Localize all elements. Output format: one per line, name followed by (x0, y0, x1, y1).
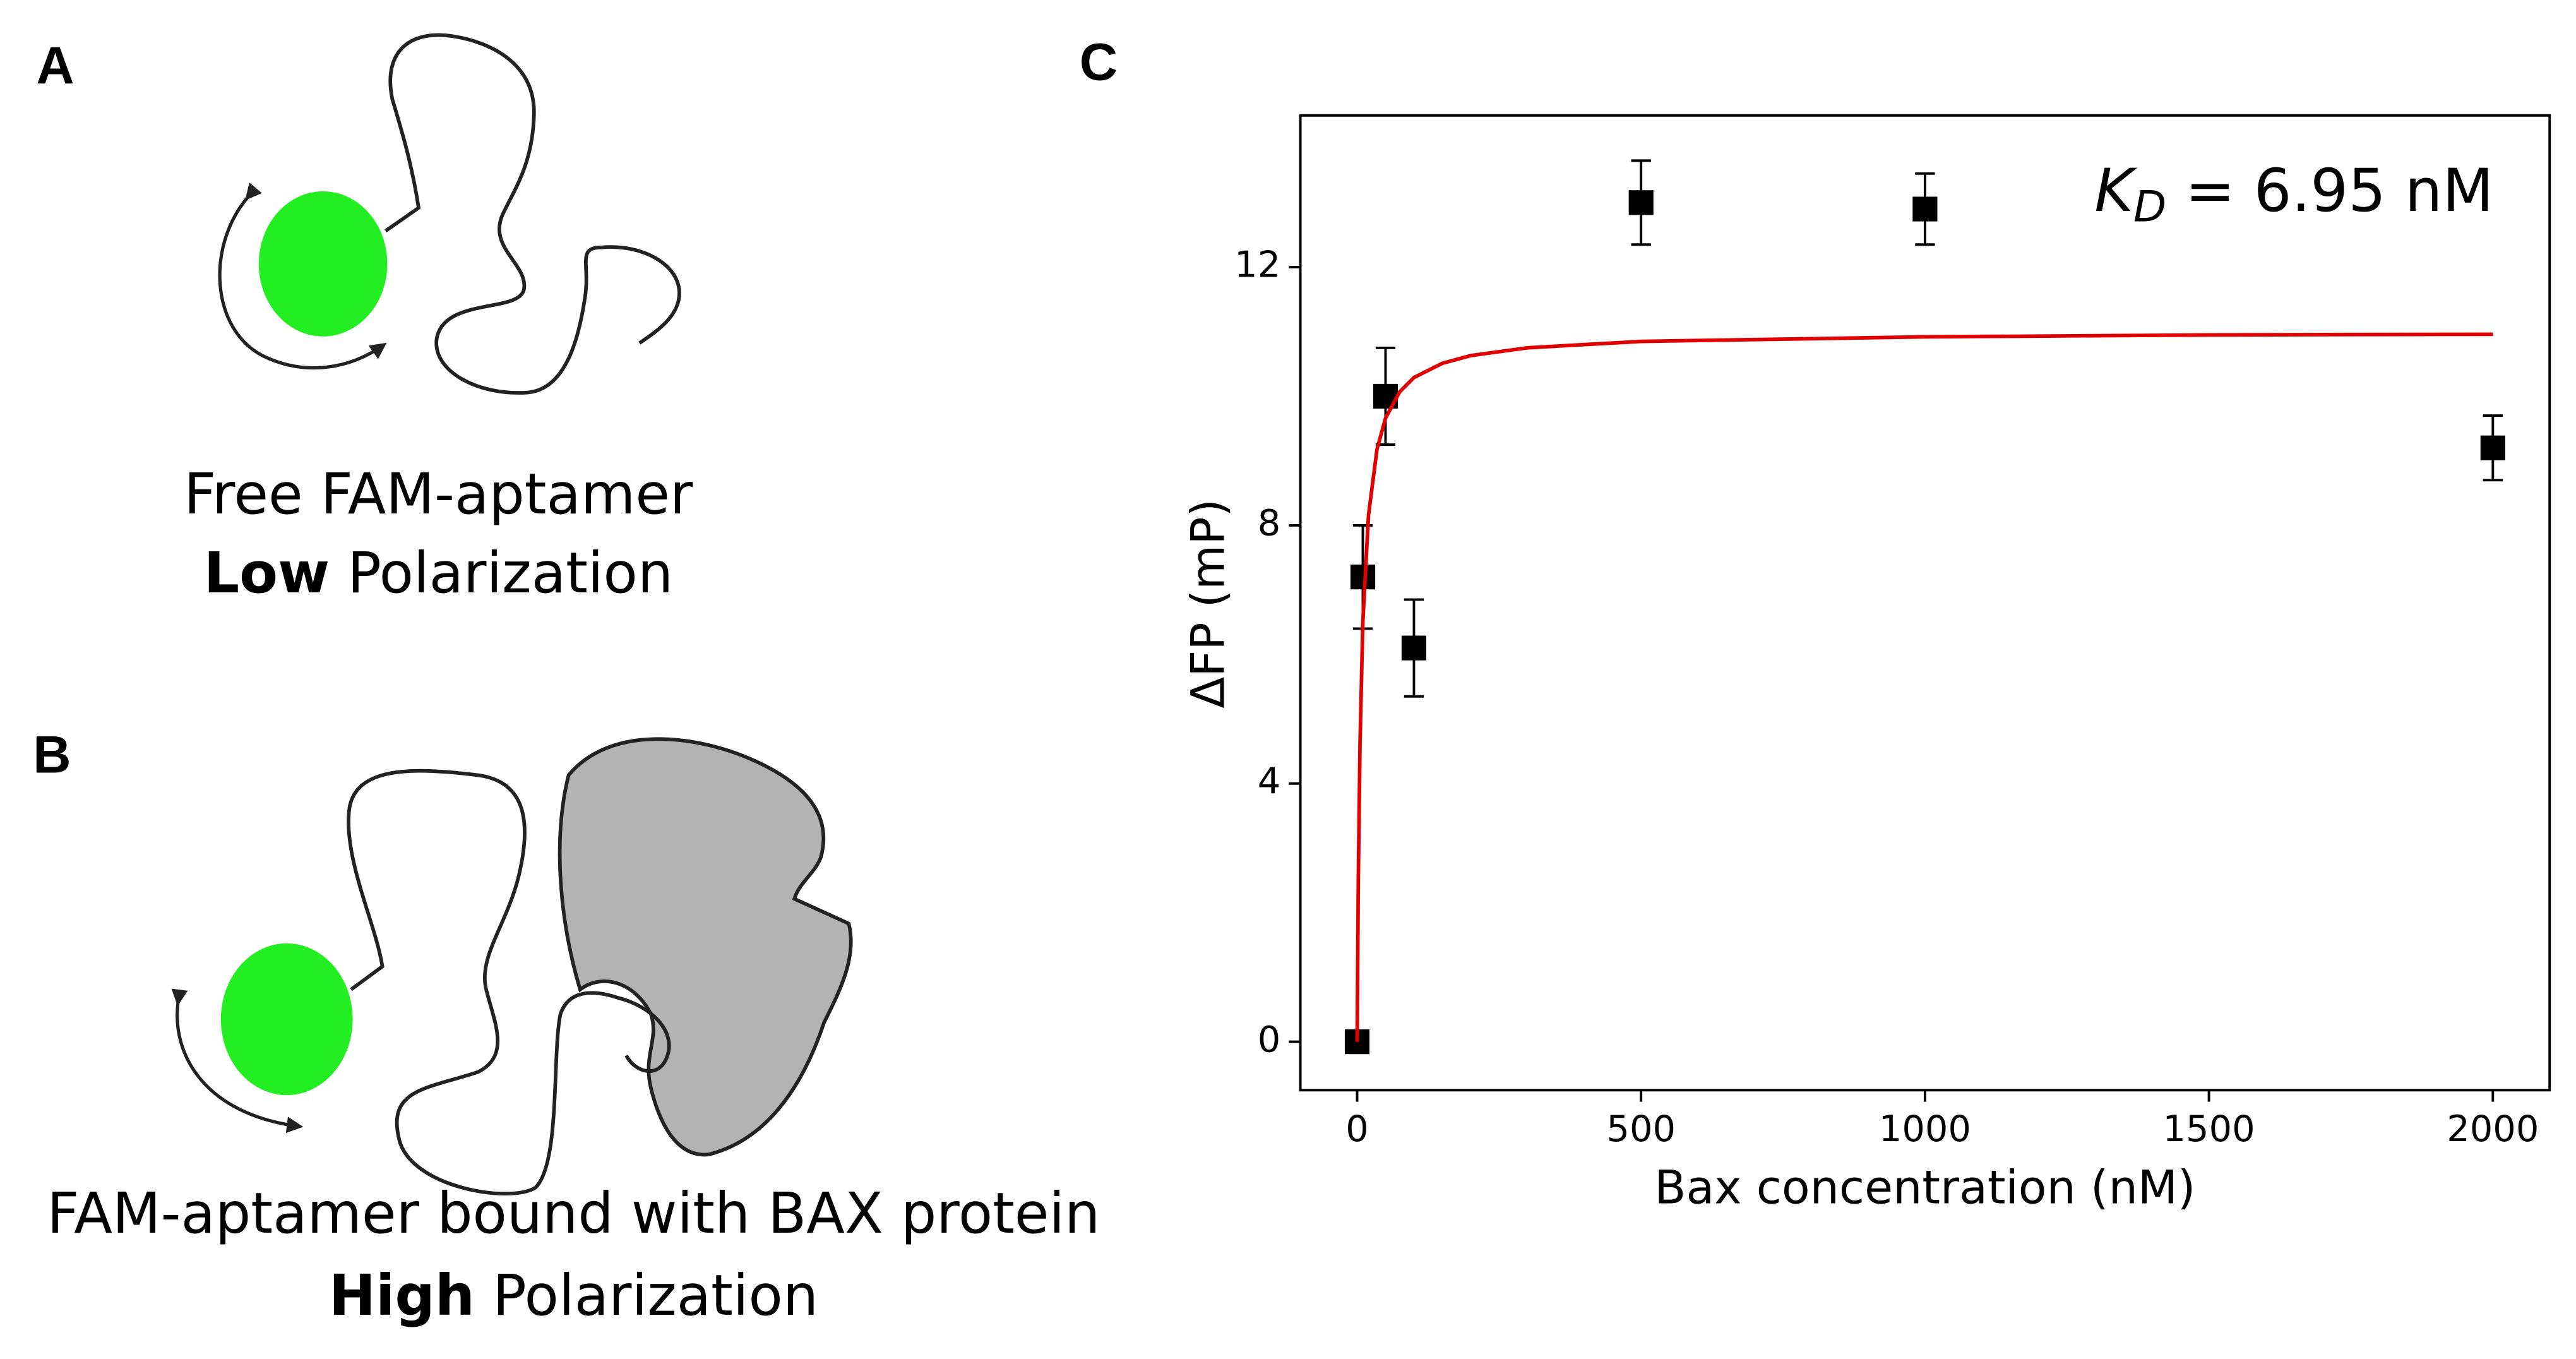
x-tick-label: 2000 (2447, 1108, 2539, 1150)
data-point (1401, 635, 1427, 661)
y-axis-label: ΔFP (mP) (1182, 499, 1236, 709)
kd-subscript: D (2133, 182, 2166, 232)
x-tick-label: 1500 (2163, 1108, 2255, 1150)
data-point (1912, 196, 1938, 222)
aptamer-strand (347, 769, 671, 1195)
panel-label: B (33, 724, 71, 784)
caption-bold: High (329, 1263, 475, 1328)
panel-label: A (36, 35, 74, 95)
kd-value: = 6.95 nM (2185, 157, 2493, 225)
x-tick-label: 0 (1345, 1108, 1369, 1150)
bax-protein (558, 737, 853, 1157)
data-point (1628, 190, 1654, 215)
rotation-arrow (171, 988, 304, 1134)
kd-annotation: KD = 6.95 nM (2094, 157, 2493, 232)
kd-value (2166, 157, 2185, 225)
fit-curve (1355, 332, 2493, 1042)
caption-bold: Low (204, 541, 330, 606)
data-point (2480, 435, 2505, 460)
caption: High Polarization (329, 1263, 818, 1328)
panel-label: C (1080, 32, 1118, 92)
y-tick-label: 4 (1258, 760, 1281, 802)
plot-frame (1299, 114, 2551, 1092)
kd-symbol: K (2094, 157, 2137, 225)
x-tick-label: 500 (1606, 1108, 1676, 1150)
caption-rest: Polarization (347, 541, 673, 606)
caption: Free FAM-aptamer (184, 462, 693, 527)
x-axis-label: Bax concentration (nM) (1654, 1161, 2195, 1215)
free-aptamer-drawing (218, 33, 681, 395)
bound-aptamer-drawing (171, 737, 853, 1195)
rotation-arrow (218, 182, 387, 370)
caption-rest: Polarization (492, 1263, 818, 1328)
fam-dye (220, 943, 353, 1096)
aptamer-strand (385, 33, 681, 395)
data-point (1350, 565, 1376, 590)
caption: FAM-aptamer bound with BAX protein (47, 1181, 1100, 1246)
y-tick-label: 8 (1258, 502, 1281, 544)
fam-dye (258, 191, 388, 337)
y-tick-label: 0 (1258, 1018, 1281, 1060)
caption: Low Polarization (204, 541, 674, 606)
y-tick-label: 12 (1234, 244, 1280, 286)
x-tick-label: 1000 (1879, 1108, 1971, 1150)
